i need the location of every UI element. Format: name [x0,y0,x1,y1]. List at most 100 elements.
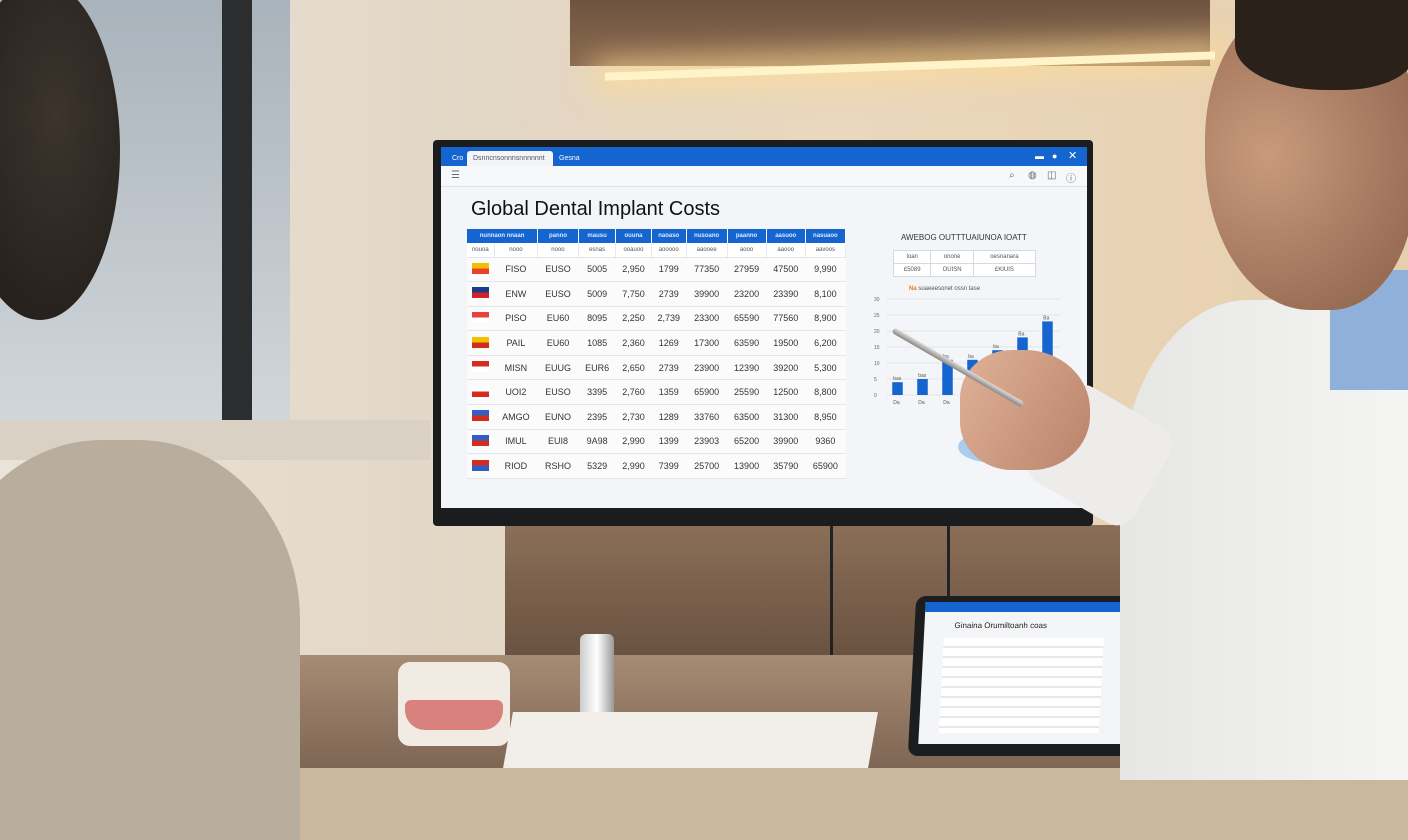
table-cell: EUSO [537,281,579,307]
table-cell: 5,300 [805,355,846,381]
table-cell: RIOD [494,453,538,479]
table-cell: 65900 [686,379,727,406]
table-cell: 9A98 [578,429,616,455]
table-row[interactable]: FISO EUSO 5005 2,950 1799 77350 27959 47500 9,99… [467,257,846,283]
bar-data-label: Ba [1043,315,1049,321]
column-subheader: nooo [537,243,579,258]
legend-text: suaeeesonet ossn tase [918,286,981,292]
minimize-icon[interactable]: ▬ [1035,151,1044,161]
close-icon[interactable]: ✕ [1068,150,1078,162]
x-tick-label: Da [943,400,950,406]
bar-data-label: Ba [1018,331,1024,337]
summary-cell: onone [930,250,974,264]
table-row[interactable]: MISN EUUG EUR6 2,650 2739 23900 12390 39200 5,30… [467,355,846,381]
flag-cell [467,453,495,479]
chart-legend: Na suaeeesonet ossn tase [909,286,980,292]
x-tick-label: Da [893,400,900,406]
bar [892,382,903,395]
table-cell: 2,760 [615,379,652,406]
column-header[interactable]: ouuna [615,229,652,243]
settings-icon[interactable]: ● [1052,151,1058,161]
window-frame [222,0,252,440]
patient-shoulder [0,440,300,840]
table-cell: 65900 [805,453,846,479]
table-cell: MISN [494,355,538,381]
menu-icon[interactable]: ☰ [451,170,460,181]
country-flag-icon [472,361,490,373]
country-flag-icon [472,287,490,299]
table-cell: 5005 [578,257,616,283]
y-tick-label: 30 [874,297,880,303]
table-cell: 35790 [766,453,806,479]
column-subheader: aavoos [805,243,847,258]
column-header[interactable]: nasuaoo [805,229,847,243]
table-cell: FISO [494,257,538,283]
column-header[interactable]: aasuoo [766,229,806,243]
table-cell: 25590 [727,379,767,406]
column-header[interactable]: panno [537,229,579,243]
tablet-table [938,638,1104,733]
table-cell: 39200 [766,355,806,381]
y-tick-label: 25 [874,313,880,319]
table-cell: EU60 [537,306,579,332]
table-cell: 1085 [578,330,616,356]
table-cell: 77350 [686,257,727,283]
column-header[interactable]: nusoano [686,229,728,243]
table-cell: 7399 [651,453,687,479]
toolbar: ☰ ⌕ ◍ ◫ ⓘ [441,166,1087,187]
table-cell: 65200 [727,429,767,455]
summary-cell: £5089 [892,263,932,277]
country-flag-icon [472,434,490,446]
table-row[interactable]: RIOD RSHO 5329 2,990 7399 25700 13900 35790 6590… [467,453,846,479]
table-cell: PISO [494,306,538,332]
country-flag-icon [472,311,490,323]
tab[interactable]: Gesna [559,155,580,162]
bar-data-label: ba [993,344,999,350]
table-cell: 1359 [651,379,687,406]
tab-active[interactable]: Dsnncnsonnnsnnnnnnt [467,151,553,166]
column-subheader: nooo [494,243,539,258]
column-subheader: aaooee [686,243,728,258]
table-cell: 5329 [578,453,616,479]
column-header[interactable]: naoaso [651,229,687,243]
table-cell: 27959 [727,257,767,283]
tablet-title: Ginaina Orumiltoanh coas [954,621,1048,630]
table-header-row: nunnaon nnaan panno mausu ouuna naoaso nusoan… [467,229,847,243]
column-header[interactable]: nunnaon nnaan [467,229,539,243]
table-cell: 17300 [686,330,727,356]
table-row[interactable]: UOI2 EUSO 3395 2,760 1359 65900 25590 12500 8,80… [467,379,846,406]
column-subheader: nouoa [467,243,495,258]
table-row[interactable]: PAIL EU60 1085 2,360 1269 17300 63590 19500 6,20… [467,330,846,356]
search-icon[interactable]: ⌕ [1009,170,1015,181]
table-cell: 2,250 [615,306,652,332]
table-cell: RSHO [537,453,579,479]
tab[interactable]: Cro [452,155,464,162]
table-cell: 8095 [578,306,616,332]
column-header[interactable]: paanno [727,229,767,243]
table-cell: ENW [494,281,538,307]
share-icon[interactable]: ◫ [1047,170,1057,181]
table-cell: 63500 [727,404,767,430]
table-cell: EUNO [537,404,579,430]
table-cell: 77560 [766,306,806,332]
table-cell: 1799 [651,257,687,283]
x-tick-label: Da [918,400,925,406]
column-header[interactable]: mausu [578,229,617,243]
table-row[interactable]: IMUL EUI8 9A98 2,990 1399 23903 65200 39900 9360 [467,429,846,455]
table-row[interactable]: AMGO EUNO 2395 2,730 1289 33760 63500 31300 8,95… [467,404,846,430]
table-row[interactable]: ENW EUSO 5009 7,750 2739 39900 23200 23390 8,100 [467,281,846,307]
summary-title: AWEBOG OUTTTUAIUNOA IOATT [901,233,1027,242]
user-icon[interactable]: ◍ [1028,170,1037,181]
table-row[interactable]: PISO EU60 8095 2,250 2,739 23300 65590 77560 8,9… [467,306,846,332]
column-subheader: esnas [578,243,617,258]
y-tick-label: 10 [874,361,880,367]
table-cell: 3395 [578,379,616,406]
info-icon[interactable]: ⓘ [1066,174,1076,185]
table-cell: 2,360 [615,330,652,356]
legend-marker: Na [909,286,917,292]
table-cell: 2395 [578,404,616,430]
flag-cell [467,429,495,455]
cost-table: nunnaon nnaan panno mausu ouuna naoaso nusoan… [467,229,847,479]
table-cell: 8,100 [805,281,846,307]
summary-cell: oesnanara [972,250,1037,264]
